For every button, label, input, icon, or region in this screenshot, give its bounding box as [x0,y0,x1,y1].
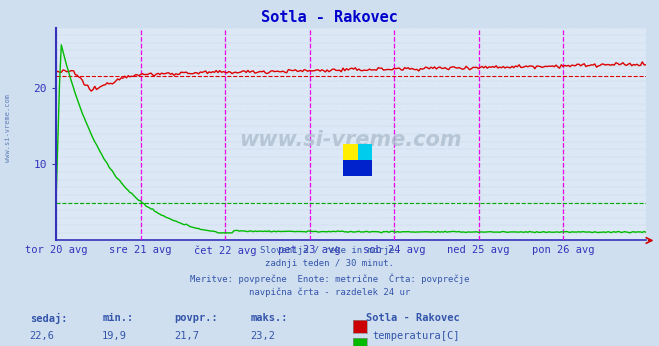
Text: www.si-vreme.com: www.si-vreme.com [5,94,11,162]
Text: Sotla - Rakovec: Sotla - Rakovec [366,313,459,323]
Text: www.si-vreme.com: www.si-vreme.com [240,130,462,151]
Text: 19,9: 19,9 [102,331,127,341]
Text: Sotla - Rakovec: Sotla - Rakovec [261,10,398,25]
Bar [358,144,372,160]
Text: sedaj:: sedaj: [30,313,67,324]
Text: povpr.:: povpr.: [175,313,218,323]
Text: zadnji teden / 30 minut.: zadnji teden / 30 minut. [265,260,394,268]
Bar [343,144,358,160]
Text: temperatura[C]: temperatura[C] [372,331,460,341]
Text: Slovenija / reke in morje.: Slovenija / reke in morje. [260,246,399,255]
Text: maks.:: maks.: [250,313,288,323]
Text: Meritve: povprečne  Enote: metrične  Črta: povprečje: Meritve: povprečne Enote: metrične Črta:… [190,273,469,284]
Text: 21,7: 21,7 [175,331,200,341]
Text: navpična črta - razdelek 24 ur: navpična črta - razdelek 24 ur [249,287,410,297]
Bar [343,160,372,176]
Text: min.:: min.: [102,313,133,323]
Text: 22,6: 22,6 [30,331,55,341]
Text: 23,2: 23,2 [250,331,275,341]
